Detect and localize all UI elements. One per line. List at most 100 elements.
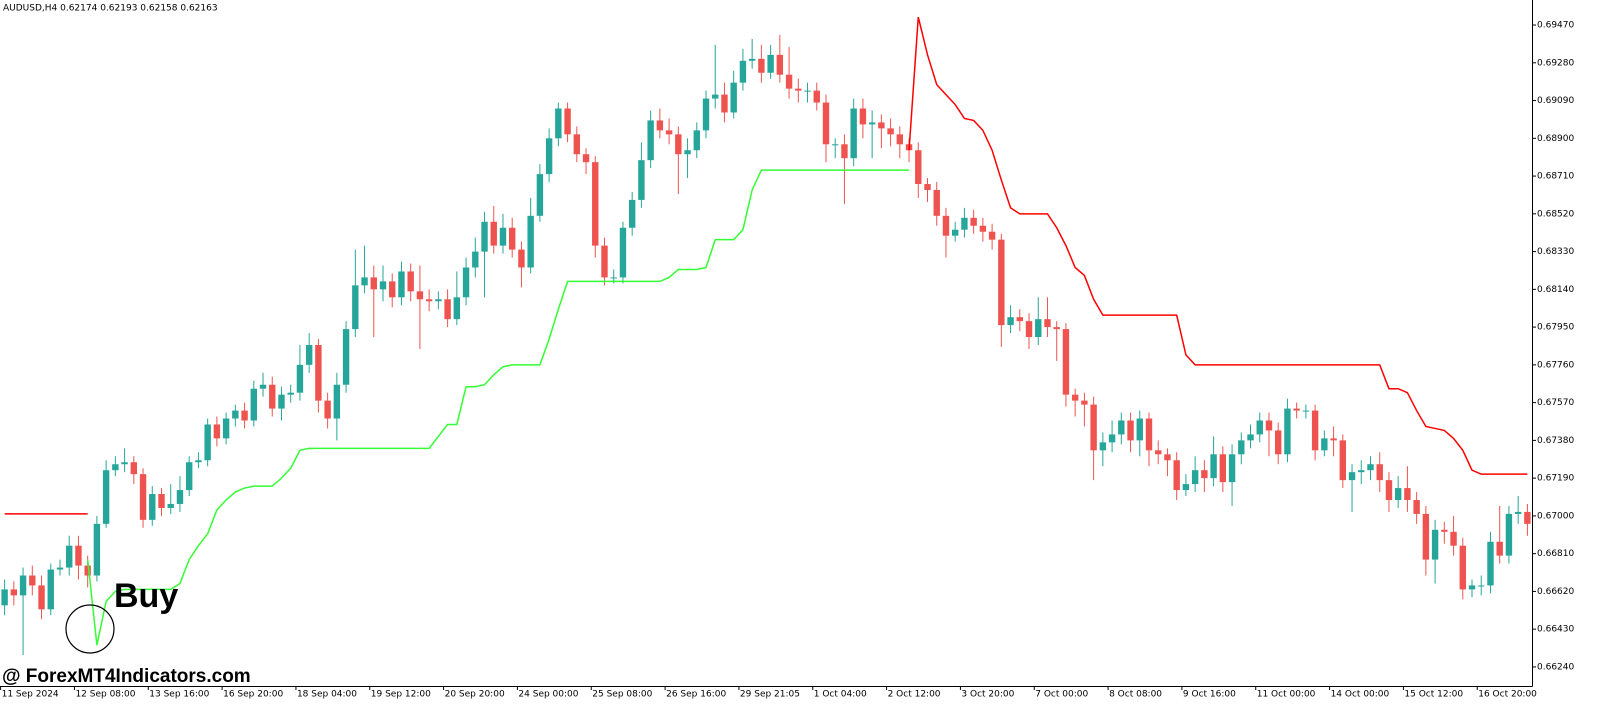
candle-body <box>379 281 387 290</box>
candle-body <box>573 134 581 155</box>
candle-body <box>398 271 405 298</box>
candle-body <box>712 94 719 99</box>
candle-body <box>564 108 571 135</box>
candle-body <box>56 567 64 570</box>
x-tick-label: 12 Sep 08:00 <box>75 690 135 700</box>
candle-body <box>149 494 156 520</box>
candle-body <box>656 120 664 131</box>
candle-body <box>730 82 737 113</box>
candle-body <box>988 231 996 240</box>
candle-body <box>1201 470 1208 479</box>
candle-body <box>444 299 451 320</box>
candle-body <box>1284 408 1291 455</box>
candle-body <box>1321 438 1328 451</box>
candle-body <box>75 545 82 566</box>
candle-body <box>813 90 820 103</box>
y-tick-label: 0.67950 <box>1537 323 1574 333</box>
candle-body <box>1007 317 1014 326</box>
candle-body <box>324 400 331 419</box>
candle-body <box>333 384 341 419</box>
candle-body <box>1394 488 1402 500</box>
candle-body <box>748 58 756 61</box>
candle-body <box>425 299 433 302</box>
candle-body <box>721 94 728 113</box>
chart-title: AUDUSD,H4 0.62174 0.62193 0.62158 0.6216… <box>3 4 218 14</box>
candle-body <box>1025 321 1033 338</box>
candle-body <box>970 217 977 226</box>
candle-body <box>665 130 673 135</box>
candle-body <box>1090 404 1097 451</box>
candle-body <box>758 58 765 73</box>
candle-body <box>702 98 710 131</box>
candle-body <box>518 249 525 268</box>
candle-body <box>472 251 479 268</box>
candle-body <box>1348 472 1356 481</box>
candle-body <box>675 134 682 155</box>
y-tick-label: 0.67570 <box>1537 398 1574 408</box>
candle-body <box>241 410 248 421</box>
candle-body <box>1524 511 1531 524</box>
candle-body <box>232 410 239 419</box>
candle-body <box>1145 418 1153 451</box>
candle-body <box>305 344 313 365</box>
candle-body <box>610 277 617 279</box>
candle-body <box>1330 438 1337 441</box>
candle-body <box>1136 418 1143 441</box>
candle-body <box>693 130 700 151</box>
candle-body <box>269 384 276 409</box>
candle-body <box>1275 430 1282 455</box>
candle-body <box>887 128 894 135</box>
x-tick-label: 24 Sep 00:00 <box>518 690 578 700</box>
candle-body <box>1238 440 1245 455</box>
y-tick-label: 0.67760 <box>1537 360 1574 370</box>
x-tick-label: 3 Oct 20:00 <box>961 690 1014 700</box>
candle-body <box>499 227 507 246</box>
indicator-line <box>86 169 910 646</box>
candle-body <box>785 74 793 89</box>
candle-body <box>933 189 940 216</box>
candle-body <box>1358 470 1365 473</box>
candle-body <box>342 329 350 385</box>
candle-body <box>979 225 987 232</box>
x-tick-label: 2 Oct 12:00 <box>888 690 941 700</box>
candle-body <box>1191 470 1199 485</box>
plot <box>1 16 1531 655</box>
candle-body <box>213 424 221 439</box>
y-tick-label: 0.67190 <box>1537 474 1574 484</box>
candle-body <box>29 575 36 586</box>
candle-body <box>1164 454 1171 461</box>
x-tick-label: 14 Oct 00:00 <box>1331 690 1390 700</box>
buy-label: Buy <box>114 577 178 615</box>
y-tick-label: 0.67000 <box>1537 511 1574 521</box>
x-tick-label: 19 Sep 12:00 <box>371 690 431 700</box>
candle-body <box>582 154 590 163</box>
candle-body <box>536 174 544 216</box>
candle-body <box>850 108 857 159</box>
x-tick-label: 1 Oct 04:00 <box>814 690 867 700</box>
candle-body <box>1071 394 1079 401</box>
y-tick-label: 0.66620 <box>1537 587 1574 597</box>
candle-body <box>1155 450 1162 455</box>
candle-body <box>776 54 784 75</box>
candle-body <box>804 90 811 92</box>
candle-body <box>1514 511 1522 514</box>
candle-body <box>527 215 534 268</box>
candle-body <box>555 108 562 139</box>
y-tick-label: 0.68900 <box>1537 134 1574 144</box>
candle-body <box>462 267 470 298</box>
y-tick-label: 0.68330 <box>1537 247 1574 257</box>
candle-body <box>222 418 230 439</box>
candle-body <box>1459 545 1466 590</box>
candle-body <box>647 120 654 161</box>
candle-body <box>896 134 904 145</box>
candle-body <box>1219 454 1227 483</box>
candle-body <box>93 523 101 576</box>
y-tick-label: 0.69280 <box>1537 58 1574 68</box>
candle-body <box>942 215 950 236</box>
x-tick-label: 16 Oct 20:00 <box>1478 690 1537 700</box>
x-tick-label: 13 Sep 16:00 <box>149 690 209 700</box>
candle-body <box>370 277 377 290</box>
candle-body <box>185 462 193 491</box>
candle-body <box>158 494 165 508</box>
